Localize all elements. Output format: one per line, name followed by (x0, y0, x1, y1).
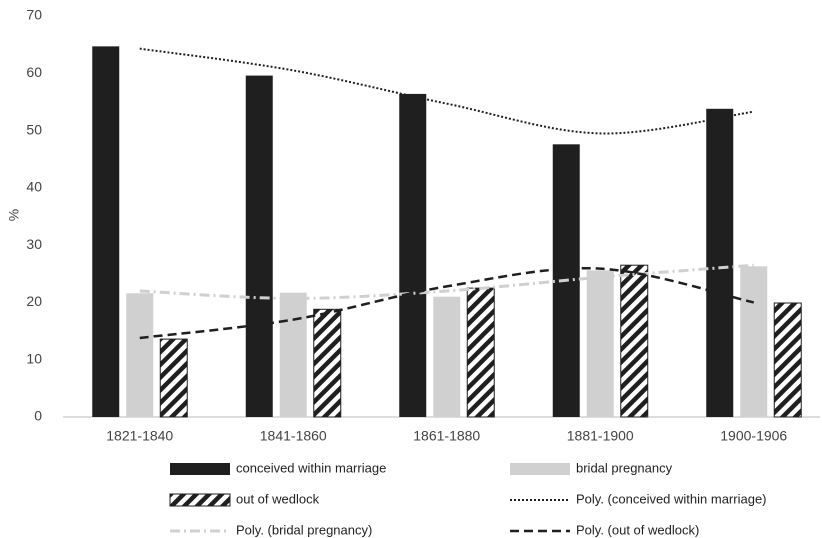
legend-label: out of wedlock (236, 491, 320, 506)
x-tick-label: 1821-1840 (106, 428, 173, 444)
y-tick-label: 30 (26, 236, 42, 252)
bar (586, 270, 614, 417)
x-tick-label: 1861-1880 (413, 428, 480, 444)
legend-swatch (169, 493, 231, 507)
y-tick-label: 40 (26, 179, 42, 195)
legend-label: bridal pregnancy (576, 460, 673, 475)
x-tick-label: 1881-1900 (567, 428, 634, 444)
legend-label: conceived within marriage (236, 460, 386, 475)
bar (773, 302, 802, 418)
bar (466, 287, 495, 418)
trend-line (139, 267, 755, 340)
y-tick-label: 50 (26, 121, 42, 137)
trend-line (139, 263, 754, 300)
bar (279, 292, 307, 417)
y-tick-label: 10 (26, 350, 42, 366)
bar (740, 266, 768, 417)
x-tick-label: 1900-1906 (720, 428, 787, 444)
legend-label: Poly. (conceived within marriage) (576, 491, 767, 506)
y-tick-label: 60 (26, 64, 42, 80)
y-axis-label: % (6, 209, 22, 221)
bar (399, 93, 427, 417)
x-tick-label: 1841-1860 (260, 428, 327, 444)
bar (92, 46, 120, 418)
bar (126, 293, 154, 417)
y-tick-label: 0 (34, 408, 42, 424)
legend-swatch (170, 463, 230, 475)
y-tick-label: 20 (26, 293, 42, 309)
y-tick-label: 70 (26, 7, 42, 23)
bar (433, 296, 461, 417)
trend-line (139, 47, 754, 135)
legend-label: Poly. (out of wedlock) (576, 522, 699, 537)
bar (245, 75, 273, 417)
legend-swatch (510, 463, 570, 475)
bar (159, 338, 188, 418)
legend-label: Poly. (bridal pregnancy) (236, 522, 372, 537)
bar (706, 108, 734, 417)
bar (620, 264, 649, 418)
bar (313, 308, 342, 418)
